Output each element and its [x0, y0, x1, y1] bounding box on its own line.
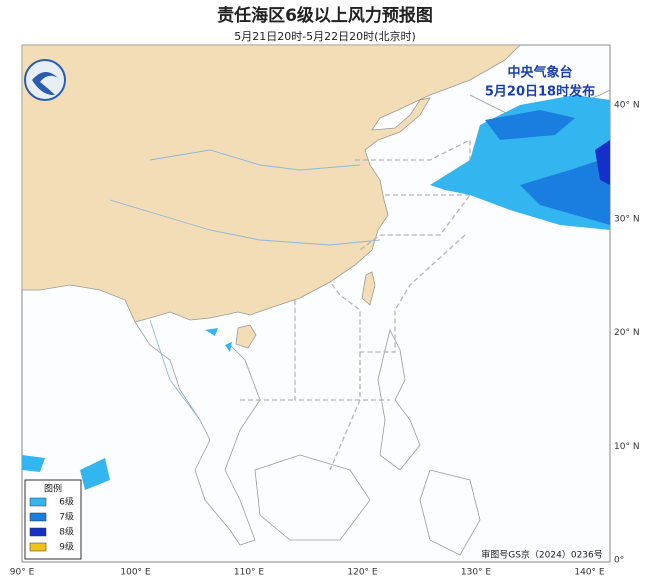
latitude-label: 10° N — [614, 442, 640, 452]
latitude-label: 40° N — [614, 101, 640, 111]
publisher-name: 中央气象台 — [507, 65, 572, 81]
legend-label: 9级 — [59, 541, 74, 553]
publisher-issued: 5月20日18时发布 — [485, 84, 595, 100]
map-frame — [21, 44, 611, 563]
legend-label: 7级 — [59, 511, 74, 523]
legend-swatch — [29, 497, 47, 507]
legend-label: 6级 — [59, 496, 74, 508]
legend: 图例 6级 7级 8级 9级 — [24, 479, 82, 560]
longitude-label: 120° E — [347, 568, 378, 578]
longitude-label: 130° E — [461, 568, 492, 578]
map-title: 责任海区6级以上风力预报图 — [217, 5, 433, 26]
longitude-label: 110° E — [234, 568, 265, 578]
longitude-label: 140° E — [574, 568, 605, 578]
latitude-labels: 40° N 30° N 20° N 10° N 0° — [614, 101, 640, 566]
longitude-label: 90° E — [10, 568, 35, 578]
map-subtitle: 5月21日20时-5月22日20时(北京时) — [234, 29, 416, 43]
legend-swatch — [29, 542, 47, 552]
approval-number: 审图号GS京（2024）0236号 — [481, 549, 603, 561]
longitude-labels: 90° E 100° E 110° E 120° E 130° E 140° E — [10, 568, 605, 578]
legend-swatch — [29, 512, 47, 522]
latitude-label: 0° — [614, 556, 624, 566]
legend-label: 8级 — [59, 526, 74, 538]
latitude-label: 20° N — [614, 328, 640, 338]
latitude-label: 30° N — [614, 214, 640, 224]
legend-swatch — [29, 527, 47, 537]
legend-title: 图例 — [44, 483, 62, 495]
longitude-label: 100° E — [120, 568, 151, 578]
